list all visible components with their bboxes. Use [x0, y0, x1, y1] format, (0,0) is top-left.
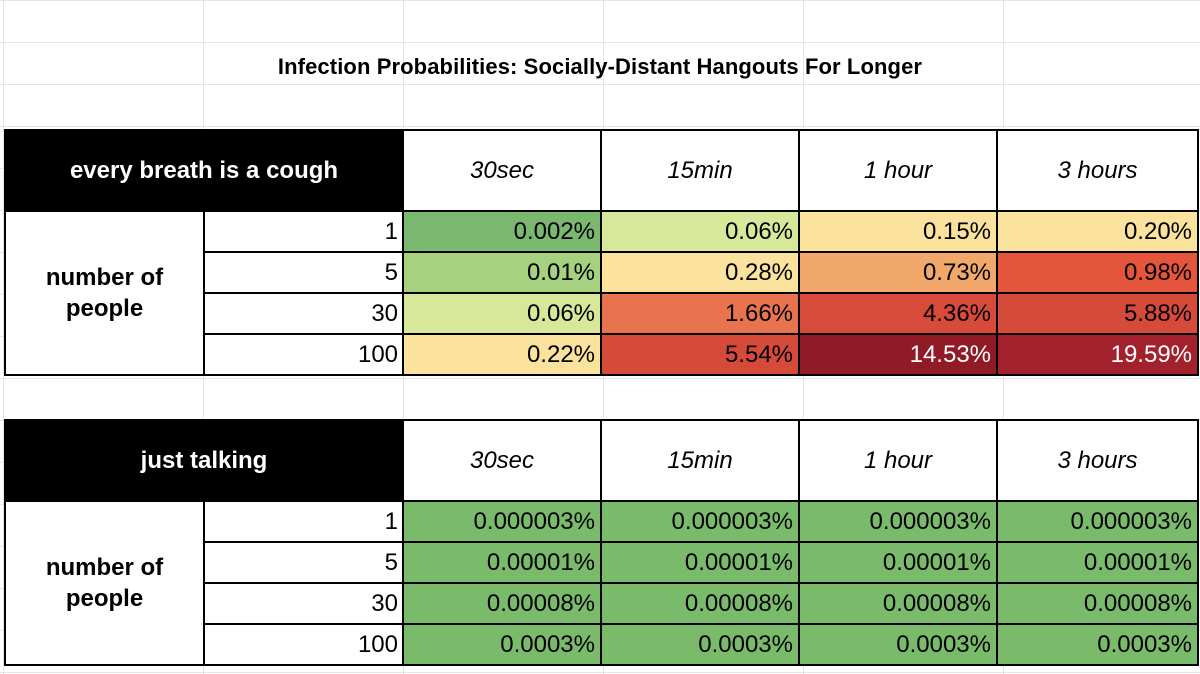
probability-cell[interactable]: 0.002%: [402, 210, 603, 253]
row-group-label[interactable]: number of people: [4, 210, 205, 376]
people-count-cell[interactable]: 5: [203, 541, 404, 584]
probability-cell[interactable]: 0.0003%: [798, 623, 998, 666]
column-header[interactable]: 3 hours: [996, 419, 1199, 502]
probability-cell[interactable]: 14.53%: [798, 333, 999, 376]
people-count-cell[interactable]: 30: [202, 292, 405, 335]
table-row: number of people 1 0.002% 0.06% 0.15% 0.…: [4, 210, 1200, 376]
people-count-cell[interactable]: 30: [203, 582, 404, 625]
column-header[interactable]: 15min: [600, 419, 800, 502]
probability-cell[interactable]: 0.00008%: [798, 582, 998, 625]
probability-cell[interactable]: 1.66%: [600, 292, 801, 335]
row-group-label[interactable]: number of people: [4, 500, 205, 666]
scenario-label[interactable]: every breath is a cough: [3, 129, 405, 212]
probability-cell[interactable]: 0.000003%: [600, 500, 800, 543]
probability-cell[interactable]: 0.20%: [996, 210, 1200, 253]
probability-cell[interactable]: 0.28%: [600, 251, 801, 294]
cough-probability-table: every breath is a cough 30sec 15min 1 ho…: [3, 129, 1200, 376]
probability-cell[interactable]: 0.06%: [600, 210, 801, 253]
probability-cell[interactable]: 0.00001%: [600, 541, 800, 584]
people-count-cell[interactable]: 100: [203, 623, 404, 666]
talking-probability-table: just talking 30sec 15min 1 hour 3 hours …: [4, 419, 1199, 666]
probability-cell[interactable]: 0.0003%: [600, 623, 800, 666]
table-row: 100 0.0003% 0.0003% 0.0003% 0.0003%: [5, 623, 1199, 666]
table-row: 100 0.22% 5.54% 14.53% 19.59%: [5, 333, 1200, 376]
probability-cell[interactable]: 0.00001%: [996, 541, 1199, 584]
probability-cell[interactable]: 0.00001%: [798, 541, 998, 584]
table-row: number of people 1 0.000003% 0.000003% 0…: [4, 500, 1199, 666]
column-header[interactable]: 30sec: [402, 419, 602, 502]
probability-cell[interactable]: 0.000003%: [798, 500, 998, 543]
probability-cell[interactable]: 0.000003%: [996, 500, 1199, 543]
people-count-cell[interactable]: 1: [202, 210, 405, 253]
probability-cell[interactable]: 5.88%: [996, 292, 1200, 335]
column-header[interactable]: 1 hour: [798, 419, 998, 502]
probability-cell[interactable]: 0.15%: [798, 210, 999, 253]
probability-cell[interactable]: 0.00001%: [402, 541, 602, 584]
column-header[interactable]: 1 hour: [798, 129, 999, 212]
people-count-cell[interactable]: 5: [202, 251, 405, 294]
page-title: Infection Probabilities: Socially-Distan…: [277, 54, 923, 79]
probability-cell[interactable]: 0.98%: [996, 251, 1200, 294]
probability-cell[interactable]: 19.59%: [996, 333, 1200, 376]
probability-cell[interactable]: 0.00008%: [402, 582, 602, 625]
probability-cell[interactable]: 0.73%: [798, 251, 999, 294]
table-row: 30 0.06% 1.66% 4.36% 5.88%: [5, 292, 1200, 335]
column-header[interactable]: 3 hours: [996, 129, 1200, 212]
probability-cell[interactable]: 4.36%: [798, 292, 999, 335]
probability-cell[interactable]: 0.000003%: [402, 500, 602, 543]
probability-cell[interactable]: 0.06%: [402, 292, 603, 335]
probability-cell[interactable]: 5.54%: [600, 333, 801, 376]
table-header-row: every breath is a cough 30sec 15min 1 ho…: [3, 129, 1200, 212]
people-count-cell[interactable]: 100: [202, 333, 405, 376]
table-row: 5 0.01% 0.28% 0.73% 0.98%: [5, 251, 1200, 294]
probability-cell[interactable]: 0.0003%: [402, 623, 602, 666]
table-row: 5 0.00001% 0.00001% 0.00001% 0.00001%: [5, 541, 1199, 584]
people-count-cell[interactable]: 1: [203, 500, 404, 543]
table-row: 30 0.00008% 0.00008% 0.00008% 0.00008%: [5, 582, 1199, 625]
scenario-label[interactable]: just talking: [4, 419, 404, 502]
probability-cell[interactable]: 0.00008%: [600, 582, 800, 625]
probability-cell[interactable]: 0.0003%: [996, 623, 1199, 666]
probability-cell[interactable]: 0.22%: [402, 333, 603, 376]
column-header[interactable]: 15min: [600, 129, 801, 212]
probability-cell[interactable]: 0.00008%: [996, 582, 1199, 625]
column-header[interactable]: 30sec: [402, 129, 603, 212]
table-header-row: just talking 30sec 15min 1 hour 3 hours: [4, 419, 1199, 502]
probability-cell[interactable]: 0.01%: [402, 251, 603, 294]
